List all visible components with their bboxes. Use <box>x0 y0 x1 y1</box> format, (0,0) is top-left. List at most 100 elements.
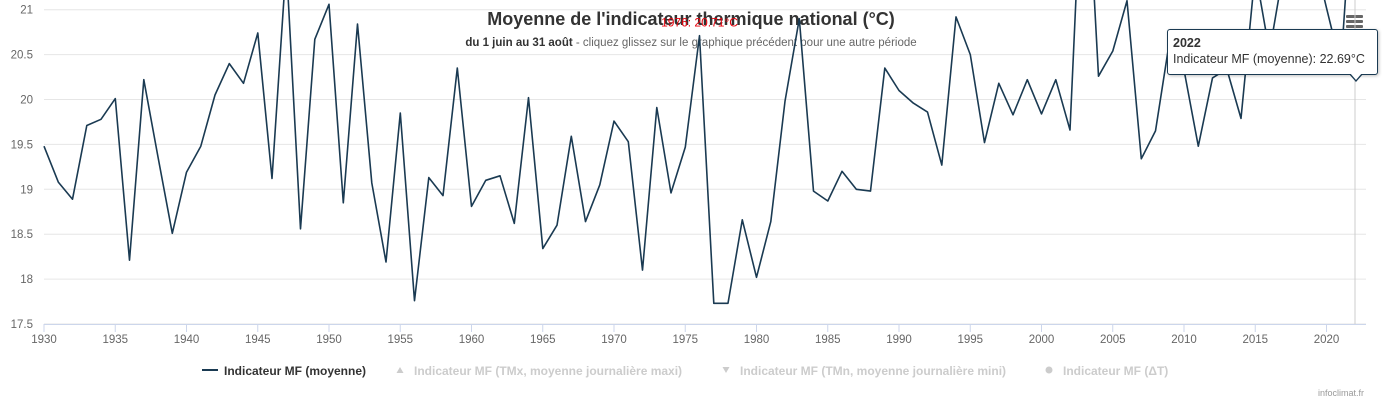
data-point[interactable] <box>740 218 744 222</box>
data-point[interactable] <box>1196 144 1200 148</box>
data-point[interactable] <box>940 163 944 167</box>
data-point[interactable] <box>441 194 445 198</box>
data-point[interactable] <box>71 197 75 201</box>
data-point[interactable] <box>1054 78 1058 82</box>
data-point[interactable] <box>327 2 331 6</box>
x-tick-label: 1985 <box>815 334 841 346</box>
data-point[interactable] <box>683 145 687 149</box>
legend-item-moyenne[interactable]: Indicateur MF (moyenne) <box>202 364 366 378</box>
data-point[interactable] <box>470 204 474 208</box>
data-point[interactable] <box>954 15 958 19</box>
data-point[interactable] <box>242 81 246 85</box>
data-point[interactable] <box>883 66 887 70</box>
data-point[interactable] <box>1139 157 1143 161</box>
x-tick-label: 1955 <box>387 334 413 346</box>
data-point[interactable] <box>341 201 345 205</box>
data-point[interactable] <box>299 227 303 231</box>
data-point[interactable] <box>256 31 260 35</box>
data-point[interactable] <box>598 183 602 187</box>
data-point[interactable] <box>669 191 673 195</box>
data-point[interactable] <box>783 99 787 103</box>
data-point[interactable] <box>56 180 60 184</box>
data-point[interactable] <box>997 81 1001 85</box>
data-point[interactable] <box>854 187 858 191</box>
data-point[interactable] <box>812 189 816 193</box>
data-point[interactable] <box>655 106 659 110</box>
series-line-moyenne[interactable] <box>43 0 1355 305</box>
data-point[interactable] <box>156 155 160 159</box>
data-point[interactable] <box>612 119 616 123</box>
data-point[interactable] <box>769 220 773 224</box>
circle-symbol-icon <box>1041 364 1057 378</box>
data-point[interactable] <box>512 221 516 225</box>
data-point[interactable] <box>626 140 630 144</box>
data-point[interactable] <box>384 260 388 264</box>
data-point[interactable] <box>1025 78 1029 82</box>
data-point[interactable] <box>313 37 317 41</box>
data-point[interactable] <box>270 177 274 181</box>
data-point[interactable] <box>1068 128 1072 132</box>
data-point[interactable] <box>897 89 901 93</box>
data-point[interactable] <box>869 189 873 193</box>
legend-item-tmn[interactable]: Indicateur MF (TMn, moyenne journalière … <box>718 364 1006 378</box>
data-point[interactable] <box>1097 74 1101 78</box>
data-point[interactable] <box>826 199 830 203</box>
data-point[interactable] <box>213 93 217 97</box>
data-point[interactable] <box>1011 113 1015 117</box>
data-point[interactable] <box>1239 116 1243 120</box>
data-point[interactable] <box>527 96 531 100</box>
data-point[interactable] <box>726 301 730 305</box>
data-point[interactable] <box>712 301 716 305</box>
data-point[interactable] <box>128 258 132 262</box>
data-point[interactable] <box>85 124 89 128</box>
annotations: 1947°C: 21.52°C1976: 20.71°C2003: 23.18°… <box>661 16 738 30</box>
data-point[interactable] <box>356 22 360 26</box>
y-tick-label: 20.5 <box>11 50 33 62</box>
data-point[interactable] <box>199 144 203 148</box>
data-point[interactable] <box>555 223 559 227</box>
credit-link[interactable]: infoclimat.fr <box>1318 388 1365 398</box>
data-point[interactable] <box>370 181 374 185</box>
data-point[interactable] <box>983 141 987 145</box>
data-point[interactable] <box>1040 112 1044 116</box>
data-point[interactable] <box>170 231 174 235</box>
data-point[interactable] <box>797 17 801 21</box>
data-point[interactable] <box>1325 6 1329 10</box>
data-point[interactable] <box>755 275 759 279</box>
data-point[interactable] <box>840 169 844 173</box>
data-point[interactable] <box>541 247 545 251</box>
data-point[interactable] <box>484 178 488 182</box>
data-point[interactable] <box>413 299 417 303</box>
y-tick-label: 21 <box>20 5 33 17</box>
data-point[interactable] <box>113 97 117 101</box>
data-point[interactable] <box>142 78 146 82</box>
legend-item-tmx[interactable]: Indicateur MF (TMx, moyenne journalière … <box>392 364 682 378</box>
data-point[interactable] <box>1154 129 1158 133</box>
x-tick-label: 2020 <box>1314 334 1340 346</box>
data-point[interactable] <box>455 66 459 70</box>
x-axis: 1930 1935 1940 1945 1950 1955 1960 1965 1970 1975… <box>31 324 1366 346</box>
legend-item-delta[interactable]: Indicateur MF (ΔT) <box>1041 364 1168 378</box>
subtitle-period: du 1 juin au 31 août <box>465 37 573 49</box>
data-point[interactable] <box>926 110 930 114</box>
data-point[interactable] <box>1211 76 1215 80</box>
data-point[interactable] <box>427 176 431 180</box>
data-point[interactable] <box>42 144 46 148</box>
data-point[interactable] <box>584 220 588 224</box>
data-point[interactable] <box>99 117 103 121</box>
data-point[interactable] <box>1125 0 1129 3</box>
tooltip-line: Indicateur MF (moyenne): 22.69°C <box>1173 52 1365 66</box>
data-point[interactable] <box>968 53 972 57</box>
data-point[interactable] <box>1111 49 1115 53</box>
data-point[interactable] <box>569 134 573 138</box>
data-point[interactable] <box>398 111 402 115</box>
data-point[interactable] <box>698 34 702 38</box>
data-point[interactable] <box>227 62 231 66</box>
data-point[interactable] <box>641 268 645 272</box>
x-tick-label: 2010 <box>1171 334 1197 346</box>
data-point[interactable] <box>185 170 189 174</box>
data-point[interactable] <box>911 101 915 105</box>
data-point[interactable] <box>498 174 502 178</box>
